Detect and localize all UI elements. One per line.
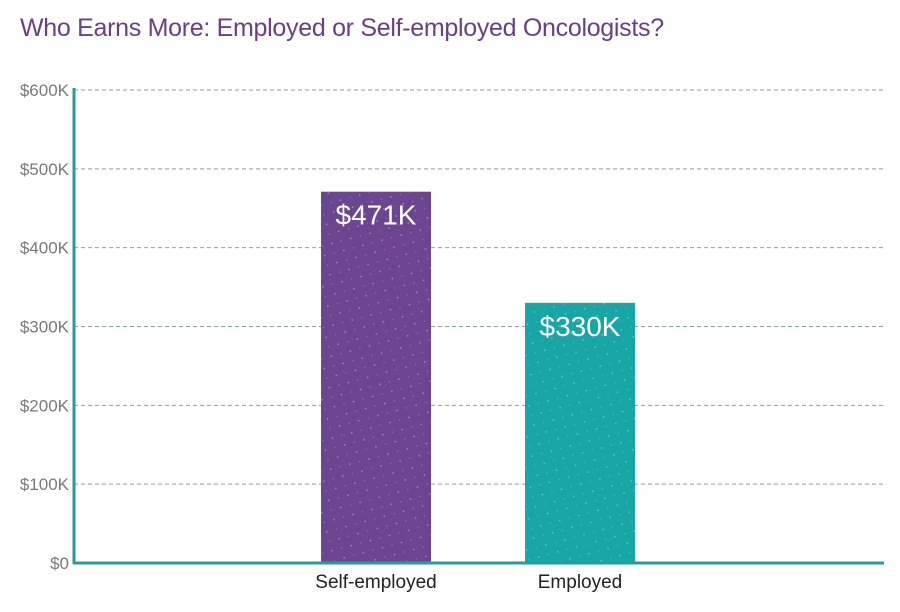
bar-texture <box>321 191 431 563</box>
y-tick-label: $400K <box>20 239 70 258</box>
data-label: $330K <box>540 311 621 342</box>
x-axis-labels: Self-employed Employed <box>315 572 622 593</box>
data-label: $471K <box>336 200 417 231</box>
chart-title: Who Earns More: Employed or Self-employe… <box>20 14 664 42</box>
y-tick-label: $600K <box>20 81 70 100</box>
y-tick-label: $300K <box>20 318 70 337</box>
bars: $471K $330K <box>321 191 635 563</box>
y-tick-label: $500K <box>20 160 70 179</box>
bar-texture <box>525 302 635 563</box>
y-tick-label: $0 <box>50 554 69 573</box>
y-tick-label: $100K <box>20 475 70 494</box>
x-category-label: Employed <box>538 572 623 593</box>
y-axis-ticks: $0 $100K $200K $300K $400K $500K $600K <box>20 81 70 573</box>
y-tick-label: $200K <box>20 396 70 415</box>
x-category-label: Self-employed <box>315 572 436 593</box>
gridlines <box>74 89 884 485</box>
axes <box>72 88 884 565</box>
